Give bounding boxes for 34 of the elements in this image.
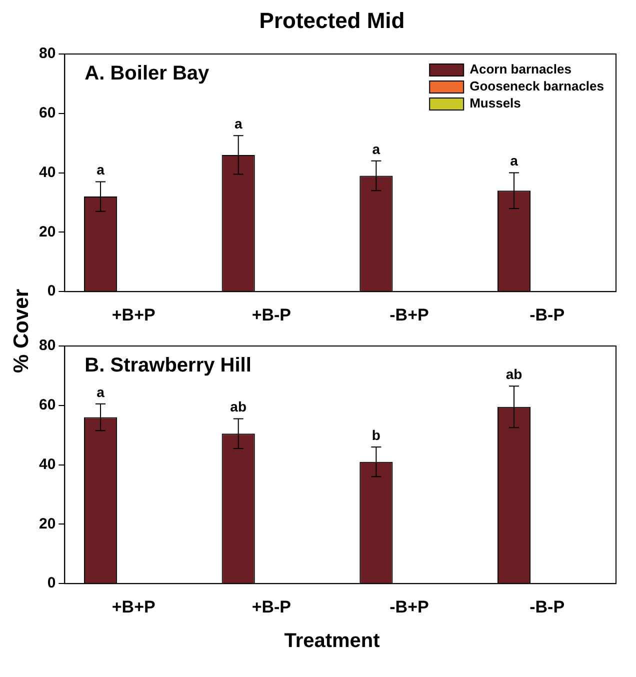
y-axis-title: % Cover [10,288,34,373]
x-tick-label: -B-P [530,597,565,616]
annotation: a [96,162,105,178]
x-tick-label: -B-P [530,305,565,324]
y-tick-label: 20 [38,223,56,240]
annotation: ab [506,366,522,382]
chart-title: Protected Mid [258,8,406,35]
y-tick-label: 20 [38,515,56,532]
x-tick-label: +B-P [252,597,292,616]
annotation: a [372,140,380,157]
x-tick-label: +B+P [112,305,156,324]
legend-label: Mussels [470,96,521,111]
annotation: a [510,152,518,169]
annotation: a [96,384,105,400]
annotation: B. Strawberry Hill [84,354,252,377]
y-tick-label: 0 [47,574,56,592]
annotation: ab [230,398,247,415]
x-tick-label: +B-P [252,305,292,324]
y-tick-label: 0 [47,282,56,300]
y-tick-label: 40 [38,164,56,181]
y-tick-label: 80 [38,337,56,354]
annotation: b [372,426,380,443]
y-tick-label: 60 [38,396,56,414]
legend-label: Acorn barnacles [470,62,572,77]
y-tick-label: 40 [38,456,56,473]
legend-label: Gooseneck barnacles [470,78,604,94]
y-tick-label: 60 [38,104,56,122]
x-tick-label: -B+P [390,597,429,616]
x-tick-label: -B+P [390,305,429,324]
annotation: a [234,116,242,132]
annotation: A. Boiler Bay [84,62,210,85]
y-tick-label: 80 [38,45,56,62]
x-tick-label: +B+P [112,597,156,616]
x-axis-title: Treatment [283,630,381,653]
